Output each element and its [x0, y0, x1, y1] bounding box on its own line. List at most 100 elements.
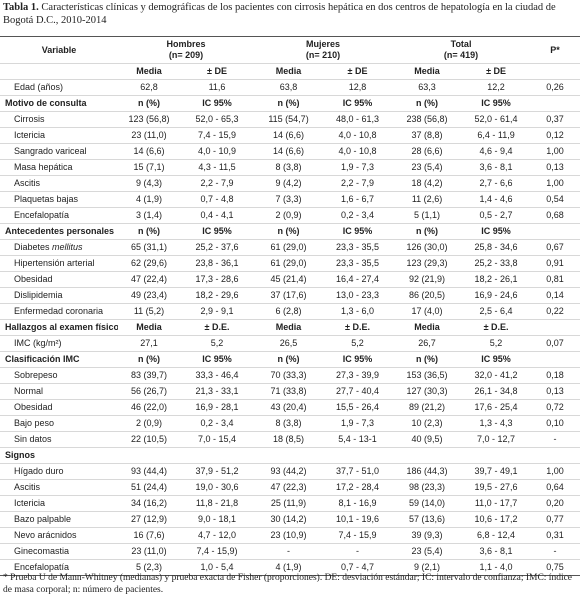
section-header: IC 95%	[323, 95, 393, 112]
cell: 1,00	[530, 175, 580, 192]
subheader-cell: ± DE	[180, 63, 255, 80]
section-header	[392, 447, 463, 464]
label-text: Enfermedad coronaria	[14, 306, 104, 316]
row-label: Encefalopatía	[0, 207, 118, 224]
group-name: Total	[450, 39, 472, 49]
section-header: n (%)	[254, 95, 324, 112]
data-row: Bazo palpable 27 (12,9) 9,0 - 18,1 30 (14,2…	[0, 511, 580, 528]
data-row: Obesidad 47 (22,4) 17,3 - 28,6 45 (21,4) 16,…	[0, 271, 580, 288]
cell: 65 (31,1)	[118, 239, 180, 256]
footnote: * Prueba U de Mann-Whitney (medianas) y …	[3, 573, 573, 595]
cell: 56 (26,7)	[118, 383, 180, 400]
cell: 93 (44,2)	[254, 463, 324, 480]
row-label: Edad (años)	[0, 79, 118, 96]
row-label: Diabetes mellitus	[0, 239, 118, 256]
data-row: Enfermedad coronaria 11 (5,2) 2,9 - 9,1 6 (…	[0, 303, 580, 320]
cell: 0,18	[530, 367, 580, 384]
cell	[530, 351, 580, 368]
cell: 0,67	[530, 239, 580, 256]
cell: 9 (4,2)	[254, 175, 324, 192]
label-text: Bajo peso	[14, 418, 55, 428]
cell: 2,2 - 7,9	[180, 175, 255, 192]
cell: 5,2	[180, 335, 255, 352]
label-text: Obesidad	[14, 274, 53, 284]
cell: 17,3 - 28,6	[180, 271, 255, 288]
cell: 23 (11,0)	[118, 543, 180, 560]
cell: 8,1 - 16,9	[323, 495, 393, 512]
cell: 18 (4,2)	[392, 175, 463, 192]
cell: 57 (13,6)	[392, 511, 463, 528]
cell: 27,1	[118, 335, 180, 352]
cell: 2 (0,9)	[254, 207, 324, 224]
section-header	[180, 447, 255, 464]
cell: 16,9 - 24,6	[462, 287, 531, 304]
cell: 8 (3,8)	[254, 159, 324, 176]
section-header: ± D.E.	[462, 319, 531, 336]
label-text: Encefalopatía	[14, 210, 70, 220]
cell: 17,6 - 25,4	[462, 399, 531, 416]
caption-label: Tabla 1.	[3, 2, 39, 13]
label-text: Hipertensión arterial	[14, 258, 95, 268]
cell: 37,7 - 51,0	[323, 463, 393, 480]
cell: 86 (20,5)	[392, 287, 463, 304]
label-text: Hígado duro	[14, 466, 64, 476]
cell: 0,7 - 4,7	[323, 559, 393, 576]
row-label: Sobrepeso	[0, 367, 118, 384]
cell: 0,13	[530, 159, 580, 176]
cell: 18,2 - 26,1	[462, 271, 531, 288]
data-row: Encefalopatía 3 (1,4) 0,4 - 4,1 2 (0,9) 0,2 …	[0, 207, 580, 224]
section-header: IC 95%	[180, 95, 255, 112]
data-row: Diabetes mellitus 65 (31,1) 25,2 - 37,6 61 …	[0, 239, 580, 256]
cell: 1,9 - 7,3	[323, 159, 393, 176]
cell: 17 (4,0)	[392, 303, 463, 320]
group-header: Mujeres (n= 210)	[254, 36, 393, 64]
cell: 0,5 - 2,7	[462, 207, 531, 224]
cell: 1,00	[530, 463, 580, 480]
cell: 7,4 - 15,9	[180, 127, 255, 144]
cell: 22 (10,5)	[118, 431, 180, 448]
label-text: Cirrosis	[14, 114, 45, 124]
row-label: Hígado duro	[0, 463, 118, 480]
row-label: Bajo peso	[0, 415, 118, 432]
cell: 34 (16,2)	[118, 495, 180, 512]
cell: 4,3 - 11,5	[180, 159, 255, 176]
cell: 43 (20,4)	[254, 399, 324, 416]
label-text: Obesidad	[14, 402, 53, 412]
cell: 0,2 - 3,4	[323, 207, 393, 224]
row-label: Nevo arácnidos	[0, 527, 118, 544]
data-row: Ictericia 23 (11,0) 7,4 - 15,9 14 (6,6) 4,0 …	[0, 127, 580, 144]
cell: 18 (8,5)	[254, 431, 324, 448]
label-text: Encefalopatía	[14, 562, 70, 572]
cell: 83 (39,7)	[118, 367, 180, 384]
label-text: IMC (kg/m²)	[14, 338, 62, 348]
cell: 25,2 - 33,8	[462, 255, 531, 272]
cell: 2 (0,9)	[118, 415, 180, 432]
cell: 23 (5,4)	[392, 159, 463, 176]
row-label: Enfermedad coronaria	[0, 303, 118, 320]
row-label: Ictericia	[0, 495, 118, 512]
data-row: Bajo peso 2 (0,9) 0,2 - 3,4 8 (3,8) 1,9 - 7,…	[0, 415, 580, 432]
cell: 26,5	[254, 335, 324, 352]
section-header: IC 95%	[462, 351, 531, 368]
group-n: (n= 209)	[168, 50, 204, 60]
cell: 0,07	[530, 335, 580, 352]
cell: 115 (54,7)	[254, 111, 324, 128]
section-header: IC 95%	[323, 223, 393, 240]
cell: 71 (33,8)	[254, 383, 324, 400]
subheader-cell: ± DE	[323, 63, 393, 80]
group-name: Hombres	[166, 39, 206, 49]
cell: 1,6 - 6,7	[323, 191, 393, 208]
section-title: Clasificación IMC	[0, 351, 118, 368]
cell: 7,0 - 12,7	[462, 431, 531, 448]
cell: 70 (33,3)	[254, 367, 324, 384]
section-header: n (%)	[392, 223, 463, 240]
label-text: Nevo arácnidos	[14, 530, 77, 540]
cell: 23 (10,9)	[254, 527, 324, 544]
row-label: Encefalopatía	[0, 559, 118, 576]
cell: 63,8	[254, 79, 324, 96]
label-text: Ascitis	[14, 178, 41, 188]
cell: 186 (44,3)	[392, 463, 463, 480]
cell: 21,3 - 33,1	[180, 383, 255, 400]
data-row: Ascitis 9 (4,3) 2,2 - 7,9 9 (4,2) 2,2 - 7,9 1…	[0, 175, 580, 192]
cell: 25 (11,9)	[254, 495, 324, 512]
